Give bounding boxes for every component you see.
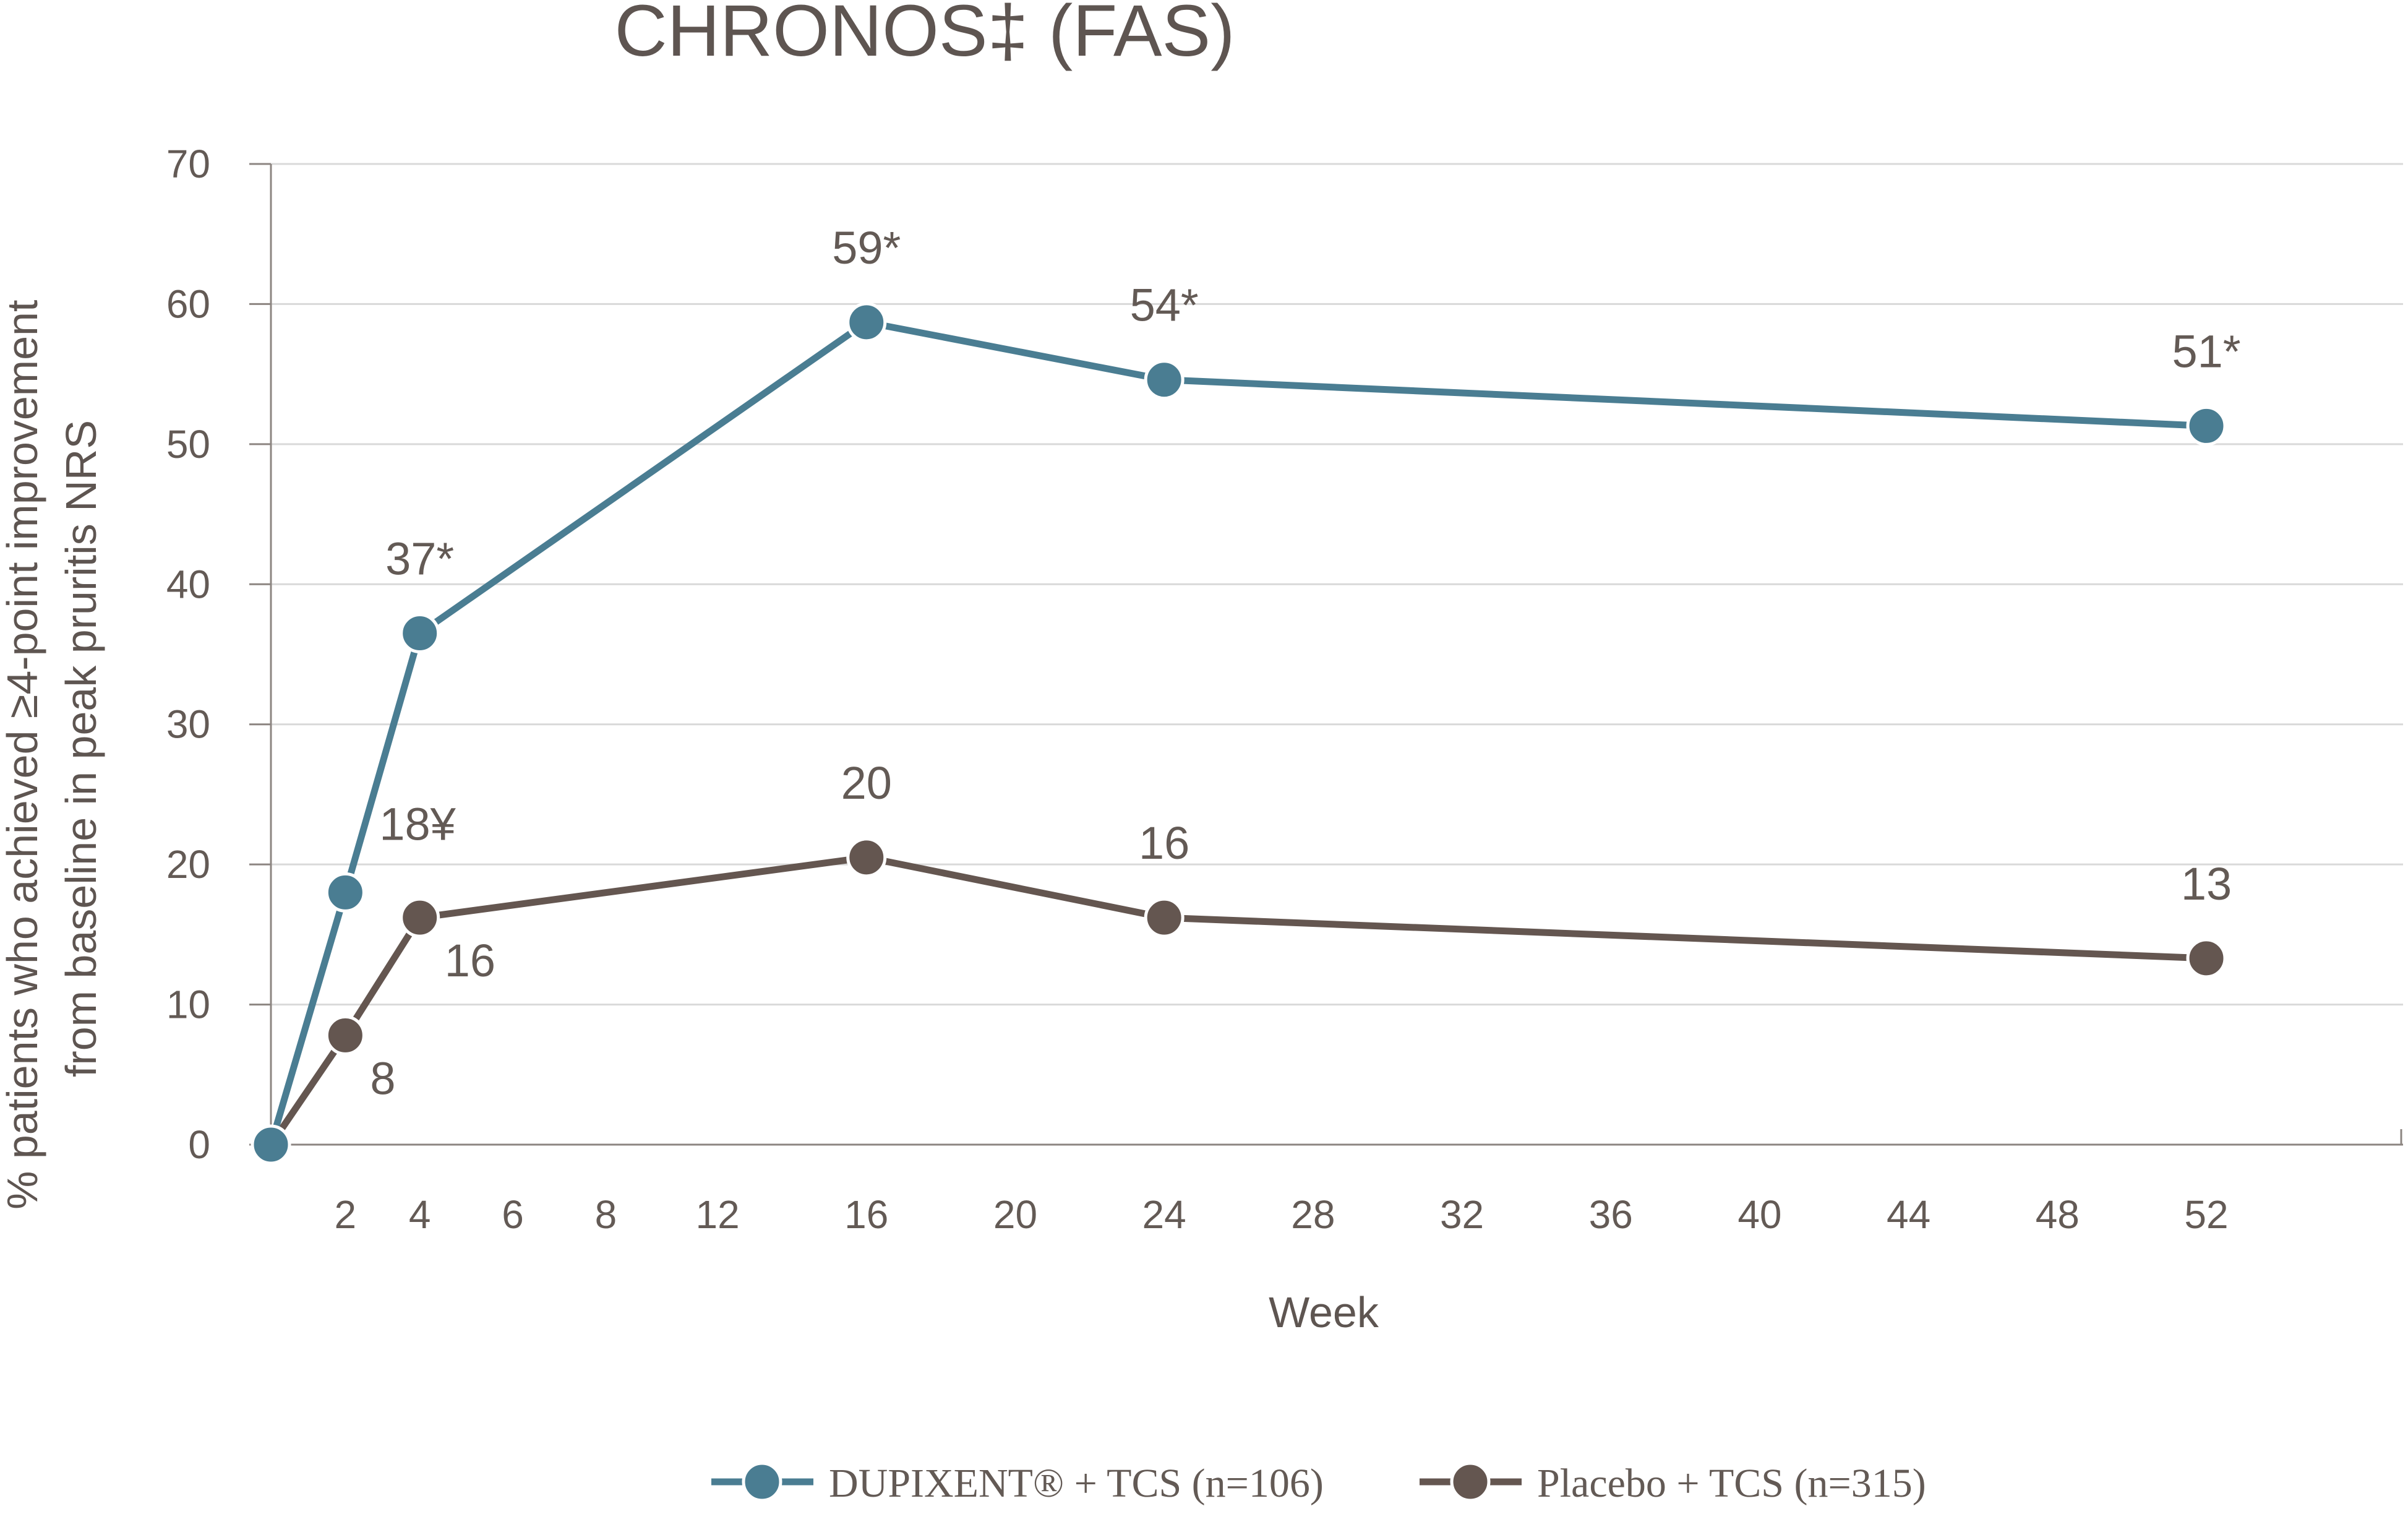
chart-title: CHRONOS‡ (FAS) <box>614 0 1235 72</box>
data-point-s1-w24 <box>1144 897 1185 938</box>
data-label-s1-w16: 20 <box>841 757 892 809</box>
x-axis-ticks: 2 4 6 8 12 16 20 24 28 32 36 40 44 48 52 <box>335 1192 2229 1237</box>
data-point-s1-w52 <box>2186 938 2227 979</box>
data-label-s0-w2: 18¥ <box>379 798 456 849</box>
x-tick-label-24: 24 <box>1142 1192 1186 1237</box>
x-tick-label-36: 36 <box>1589 1192 1633 1237</box>
x-tick-label-40: 40 <box>1737 1192 1781 1237</box>
data-point-s1-w4 <box>400 897 440 938</box>
x-tick-label-44: 44 <box>1887 1192 1930 1237</box>
x-tick-label-28: 28 <box>1291 1192 1335 1237</box>
y-axis-title: % patients who achieved ≥4-point improve… <box>0 288 105 1210</box>
series-line-0 <box>267 319 2207 1146</box>
y-tick-label-60: 60 <box>166 282 210 326</box>
data-point-s0-w24 <box>1144 359 1185 400</box>
data-point-s0-w0 <box>251 1124 291 1165</box>
y-axis-title-line-2: from baseline in peak pruritis NRS <box>57 420 105 1077</box>
x-tick-label-6: 6 <box>502 1192 524 1237</box>
y-axis-title-line-1: % patients who achieved ≥4-point improve… <box>0 300 46 1210</box>
y-tick-label-50: 50 <box>166 422 210 467</box>
data-point-s0-w16 <box>846 302 887 343</box>
y-tick-label-10: 10 <box>166 983 210 1027</box>
data-point-s0-w52 <box>2186 405 2227 446</box>
x-tick-label-8: 8 <box>595 1192 617 1237</box>
y-tick-label-70: 70 <box>166 142 210 186</box>
series-line-1 <box>268 854 2207 1147</box>
data-point-s0-w4 <box>400 613 440 654</box>
data-point-s1-w16 <box>846 837 887 878</box>
data-label-s0-w24: 54* <box>1130 280 1199 331</box>
data-label-s1-w24: 16 <box>1139 817 1189 869</box>
y-tick-label-30: 30 <box>166 702 210 747</box>
data-label-s0-w16: 59* <box>832 222 901 273</box>
y-tick-label-20: 20 <box>166 842 210 887</box>
legend-label-1: Placebo + TCS (n=315) <box>1537 1461 1926 1506</box>
legend-swatch-marker-1 <box>1450 1461 1491 1502</box>
data-label-s0-w4: 37* <box>385 533 454 585</box>
axes <box>270 164 2403 1146</box>
y-tick-label-40: 40 <box>166 562 210 606</box>
data-label-s1-w4: 16 <box>445 935 495 986</box>
gridlines <box>271 163 2403 1006</box>
x-tick-label-32: 32 <box>1440 1192 1484 1237</box>
y-axis-ticks: 0 10 20 30 40 50 60 70 <box>166 142 271 1167</box>
x-axis-title: Week <box>1269 1288 1379 1336</box>
data-label-s1-w52: 13 <box>2181 858 2232 910</box>
series-layer <box>251 302 2227 1165</box>
x-tick-label-12: 12 <box>695 1192 739 1237</box>
x-tick-label-2: 2 <box>335 1192 357 1237</box>
x-tick-label-4: 4 <box>409 1192 431 1237</box>
data-labels: 8 16 20 16 13 18¥ 37* 59* 54* 51* <box>370 222 2240 1104</box>
y-tick-label-0: 0 <box>188 1122 210 1167</box>
data-point-s0-w2 <box>325 872 366 913</box>
legend: DUPIXENT® + TCS (n=106) Placebo + TCS (n=… <box>711 1461 1926 1506</box>
data-label-s1-w2: 8 <box>370 1052 395 1104</box>
data-label-s0-w52: 51* <box>2172 325 2240 377</box>
legend-swatch-marker-0 <box>742 1461 782 1502</box>
x-tick-label-52: 52 <box>2184 1192 2228 1237</box>
x-tick-label-20: 20 <box>993 1192 1037 1237</box>
x-tick-label-48: 48 <box>2036 1192 2080 1237</box>
x-tick-label-16: 16 <box>844 1192 888 1237</box>
data-point-s1-w2 <box>325 1015 366 1056</box>
legend-label-0: DUPIXENT® + TCS (n=106) <box>829 1461 1324 1506</box>
